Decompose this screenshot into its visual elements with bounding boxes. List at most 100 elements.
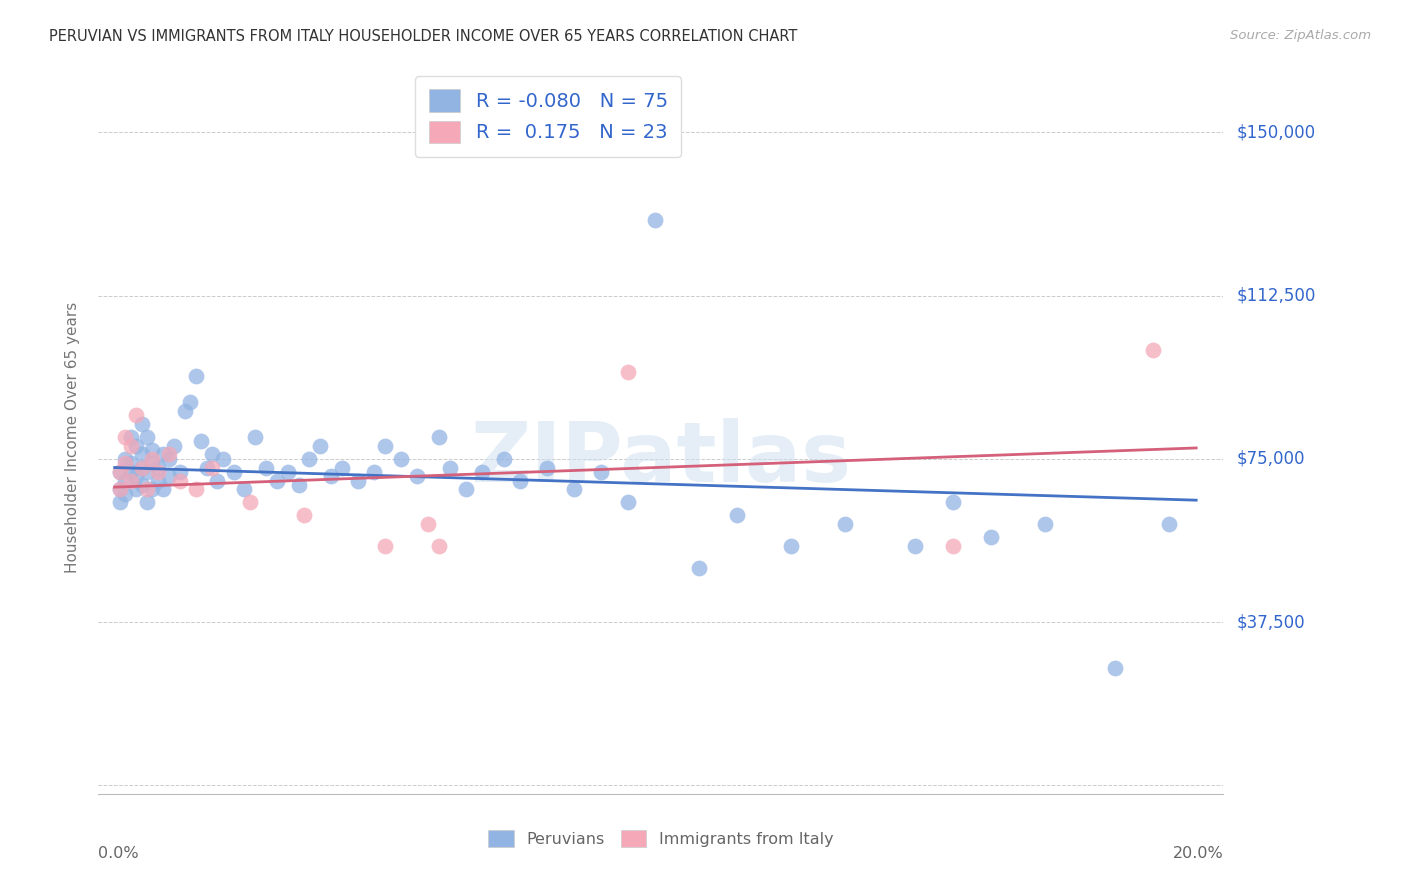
Point [644, 212, 666, 227]
Point [330, 460, 353, 475]
Point [292, 508, 315, 523]
Text: $150,000: $150,000 [1237, 123, 1316, 142]
Point [125, 409, 148, 423]
Point [406, 469, 429, 483]
Point [120, 465, 142, 479]
Point [131, 460, 153, 475]
Point [211, 451, 233, 466]
Point [108, 465, 131, 479]
Point [298, 451, 321, 466]
Point [389, 451, 412, 466]
Point [146, 474, 169, 488]
Point [363, 465, 385, 479]
Y-axis label: Householder Income Over 65 years: Householder Income Over 65 years [65, 301, 80, 573]
Point [125, 439, 148, 453]
Point [157, 448, 180, 462]
Point [157, 469, 180, 483]
Point [201, 460, 224, 475]
Point [266, 474, 288, 488]
Point [108, 465, 131, 479]
Point [1104, 661, 1126, 675]
Point [131, 478, 153, 492]
Point [347, 474, 370, 488]
Point [131, 448, 153, 462]
Point [1159, 517, 1181, 532]
Point [617, 495, 640, 509]
Point [120, 430, 142, 444]
Point [233, 483, 256, 497]
Point [125, 469, 148, 483]
Point [245, 430, 267, 444]
Point [277, 465, 299, 479]
Text: ZIPatlas: ZIPatlas [471, 418, 851, 499]
Point [222, 465, 245, 479]
Point [287, 478, 309, 492]
Point [617, 365, 640, 379]
Legend: Peruvians, Immigrants from Italy: Peruvians, Immigrants from Italy [482, 823, 839, 854]
Point [169, 474, 191, 488]
Point [456, 483, 478, 497]
Point [184, 483, 207, 497]
Point [942, 539, 965, 553]
Point [779, 539, 801, 553]
Point [190, 434, 212, 449]
Point [108, 483, 131, 497]
Point [725, 508, 748, 523]
Point [114, 474, 136, 488]
Point [254, 460, 277, 475]
Point [125, 483, 148, 497]
Point [141, 483, 163, 497]
Point [141, 451, 163, 466]
Point [942, 495, 965, 509]
Text: PERUVIAN VS IMMIGRANTS FROM ITALY HOUSEHOLDER INCOME OVER 65 YEARS CORRELATION C: PERUVIAN VS IMMIGRANTS FROM ITALY HOUSEH… [49, 29, 797, 44]
Point [1142, 343, 1164, 357]
Point [201, 448, 224, 462]
Point [131, 417, 153, 431]
Point [146, 465, 169, 479]
Point [141, 456, 163, 470]
Point [492, 451, 515, 466]
Point [136, 465, 159, 479]
Point [136, 483, 159, 497]
Point [834, 517, 856, 532]
Point [120, 456, 142, 470]
Point [319, 469, 342, 483]
Point [239, 495, 262, 509]
Point [184, 369, 207, 384]
Point [427, 539, 450, 553]
Point [157, 451, 180, 466]
Text: $37,500: $37,500 [1237, 613, 1306, 631]
Point [114, 451, 136, 466]
Point [688, 560, 710, 574]
Point [309, 439, 332, 453]
Point [374, 439, 396, 453]
Point [536, 460, 558, 475]
Point [136, 495, 159, 509]
Point [179, 395, 201, 409]
Point [471, 465, 494, 479]
Text: Source: ZipAtlas.com: Source: ZipAtlas.com [1230, 29, 1371, 42]
Point [146, 460, 169, 475]
Point [904, 539, 927, 553]
Point [114, 430, 136, 444]
Point [374, 539, 396, 553]
Point [108, 495, 131, 509]
Point [591, 465, 613, 479]
Point [418, 517, 440, 532]
Point [174, 404, 197, 418]
Point [120, 439, 142, 453]
Point [136, 430, 159, 444]
Point [108, 483, 131, 497]
Point [152, 448, 174, 462]
Text: $112,500: $112,500 [1237, 286, 1316, 305]
Point [163, 439, 186, 453]
Text: $75,000: $75,000 [1237, 450, 1306, 467]
Point [169, 465, 191, 479]
Point [509, 474, 531, 488]
Point [980, 530, 1002, 544]
Point [195, 460, 218, 475]
Point [1033, 517, 1056, 532]
Point [120, 474, 142, 488]
Text: 0.0%: 0.0% [98, 847, 139, 861]
Point [207, 474, 229, 488]
